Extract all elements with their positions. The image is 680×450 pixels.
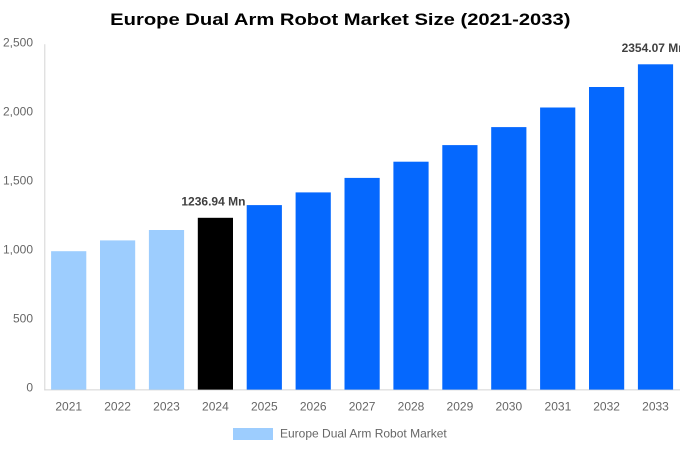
svg-text:Europe Dual Arm Robot Market: Europe Dual Arm Robot Market: [280, 427, 447, 441]
svg-text:2030: 2030: [495, 400, 522, 414]
svg-text:1,500: 1,500: [3, 173, 33, 187]
svg-text:Europe Dual Arm Robot Market S: Europe Dual Arm Robot Market Size (2021-…: [110, 10, 570, 29]
svg-text:2,500: 2,500: [3, 35, 33, 49]
svg-text:2026: 2026: [300, 400, 327, 414]
svg-text:2021: 2021: [55, 400, 82, 414]
svg-text:2354.07 Mn: 2354.07 Mn: [622, 41, 680, 55]
svg-text:2027: 2027: [349, 400, 376, 414]
svg-text:2023: 2023: [153, 400, 180, 414]
svg-text:2031: 2031: [545, 400, 572, 414]
svg-text:1236.94 Mn: 1236.94 Mn: [181, 194, 245, 208]
svg-text:2033: 2033: [642, 400, 669, 414]
svg-text:500: 500: [13, 312, 33, 326]
svg-text:2025: 2025: [251, 400, 278, 414]
svg-text:2022: 2022: [104, 400, 131, 414]
svg-text:2029: 2029: [447, 400, 474, 414]
svg-text:2032: 2032: [593, 400, 620, 414]
svg-text:2028: 2028: [398, 400, 425, 414]
svg-text:2,000: 2,000: [3, 104, 33, 118]
svg-text:1,000: 1,000: [3, 243, 33, 257]
svg-text:2024: 2024: [202, 400, 229, 414]
svg-text:0: 0: [26, 381, 33, 395]
